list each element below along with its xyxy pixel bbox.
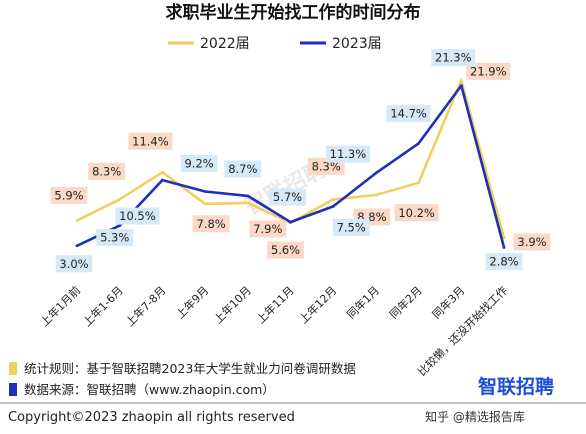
copyright-text: Copyright©2023 zhaopin all rights reserv… — [8, 410, 295, 425]
data-label-bg-0-8 — [394, 204, 439, 222]
series-1-point-8 — [417, 141, 420, 145]
data-label-1-4: 8.7% — [228, 162, 257, 176]
data-label-0-4: 7.9% — [253, 222, 282, 236]
data-label-bg-1-2 — [115, 207, 160, 225]
data-label-bg-1-3 — [180, 155, 218, 172]
legend-entry-1: 2023届 — [332, 36, 382, 52]
series-1-point-1 — [118, 224, 122, 228]
data-label-1-2: 10.5% — [119, 209, 156, 223]
data-label-bg-1-10 — [485, 253, 523, 270]
data-label-bg-0-2 — [128, 132, 173, 150]
legend: 2022届 2023届 — [168, 36, 382, 52]
series-0-point-4 — [246, 201, 250, 205]
data-label-bg-1-5 — [269, 188, 306, 206]
data-label-bg-1-9 — [431, 49, 476, 67]
rule-label: 统计规则：基于智联招聘2023年大学生就业力问卷调研数据 — [24, 361, 356, 376]
brand-logo: 智联招聘 — [478, 375, 554, 398]
series-0-point-0 — [75, 218, 79, 222]
data-label-0-2: 11.4% — [132, 134, 169, 148]
data-label-bg-1-0 — [55, 255, 93, 273]
series-0-point-2 — [161, 170, 164, 174]
series-1-point-6 — [331, 204, 335, 208]
series-1-point-7 — [374, 171, 378, 175]
series-0-point-8 — [417, 181, 420, 185]
data-label-bg-1-7 — [325, 145, 370, 163]
series-1-point-0 — [75, 244, 79, 248]
series-1-point-2 — [161, 178, 164, 182]
x-tick-label-5: 上年11月 — [253, 283, 296, 326]
data-label-1-3: 9.2% — [184, 157, 213, 171]
chart-title: 求职毕业生开始找工作的时间分布 — [166, 2, 421, 23]
data-label-1-7: 11.3% — [330, 147, 367, 161]
series-0-point-9 — [459, 78, 463, 82]
data-label-layer: 5.9%8.3%11.4%7.8% 7.9%5.6%8.3%8.8% 10.2%21… — [50, 49, 551, 273]
source-legend-swatch — [9, 383, 17, 396]
data-label-1-9: 21.3% — [435, 51, 472, 65]
data-label-bg-0-1 — [88, 162, 126, 180]
series-1-point-10 — [502, 246, 506, 249]
series-1-point-5 — [289, 220, 292, 224]
data-label-1-8: 14.7% — [390, 106, 427, 120]
data-label-0-10: 3.9% — [517, 235, 546, 249]
series-0-point-10 — [502, 236, 506, 240]
data-label-0-6: 8.3% — [312, 159, 341, 173]
rule-legend-swatch — [9, 362, 17, 375]
data-label-1-5: 5.7% — [273, 190, 302, 204]
series-1-point-3 — [203, 190, 207, 193]
data-label-bg-0-9 — [466, 62, 511, 80]
data-label-bg-1-6 — [332, 218, 370, 236]
data-label-bg-1-4 — [224, 160, 262, 178]
data-label-bg-1-8 — [386, 104, 431, 122]
x-tick-label-0: 上年1月前 — [37, 283, 83, 329]
series-1-point-9 — [459, 84, 463, 88]
x-tick-label-3: 上年9月 — [173, 283, 211, 321]
x-tick-label-1: 上年1-6月 — [80, 283, 126, 329]
data-label-1-1: 5.3% — [100, 231, 129, 245]
x-tick-label-4: 上年10月 — [211, 283, 254, 326]
brand-name: 智联招聘 — [478, 375, 554, 398]
series-0-point-7 — [374, 193, 378, 197]
series-1-point-4 — [246, 194, 250, 198]
zhihu-watermark: 知乎 @精选报告库 — [425, 409, 525, 424]
series-0-point-3 — [203, 202, 207, 206]
data-label-0-5: 5.6% — [271, 243, 300, 257]
data-label-bg-0-0 — [50, 186, 88, 204]
data-label-bg-0-10 — [513, 233, 551, 251]
data-label-bg-0-3 — [192, 215, 230, 233]
data-label-1-0: 3.0% — [59, 257, 88, 271]
data-label-1-6: 7.5% — [337, 220, 366, 234]
data-label-bg-1-1 — [96, 229, 134, 247]
data-label-0-8: 10.2% — [398, 206, 435, 220]
x-tick-label-8: 同年2月 — [387, 283, 425, 321]
data-label-bg-0-4 — [249, 220, 287, 238]
data-label-0-0: 5.9% — [54, 188, 83, 202]
x-tick-label-2: 上年7-8月 — [123, 283, 169, 329]
x-tick-label-9: 同年3月 — [429, 283, 467, 321]
data-label-bg-0-5 — [267, 241, 304, 259]
x-tick-label-7: 同年1月 — [344, 283, 382, 321]
data-label-0-9: 21.9% — [470, 64, 507, 78]
data-label-0-1: 8.3% — [92, 164, 121, 178]
series-layer — [75, 78, 506, 249]
legend-entry-0: 2022届 — [200, 36, 250, 52]
series-0-point-6 — [331, 197, 335, 201]
data-label-1-10: 2.8% — [489, 255, 518, 269]
series-0-point-1 — [118, 197, 122, 201]
source-label: 数据来源：智联招聘（www.zhaopin.com） — [24, 382, 275, 397]
data-label-0-3: 7.8% — [196, 217, 225, 231]
x-tick-label-6: 上年12月 — [296, 283, 339, 326]
